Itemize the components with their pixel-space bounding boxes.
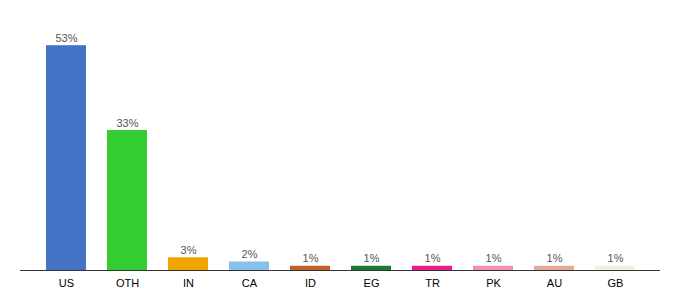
svg-text:EG: EG xyxy=(364,277,380,289)
svg-text:1%: 1% xyxy=(364,252,380,264)
svg-text:TR: TR xyxy=(425,277,440,289)
svg-text:33%: 33% xyxy=(116,117,138,129)
svg-text:PK: PK xyxy=(486,277,501,289)
svg-text:OTH: OTH xyxy=(116,277,139,289)
svg-text:53%: 53% xyxy=(55,32,77,44)
svg-text:CA: CA xyxy=(242,277,258,289)
svg-text:2%: 2% xyxy=(242,248,258,260)
svg-text:1%: 1% xyxy=(303,252,319,264)
svg-text:1%: 1% xyxy=(547,252,563,264)
svg-text:1%: 1% xyxy=(608,252,624,264)
svg-text:AU: AU xyxy=(547,277,562,289)
svg-text:1%: 1% xyxy=(425,252,441,264)
svg-text:US: US xyxy=(59,277,74,289)
svg-text:GB: GB xyxy=(608,277,624,289)
svg-text:1%: 1% xyxy=(486,252,502,264)
svg-text:IN: IN xyxy=(183,277,194,289)
svg-text:ID: ID xyxy=(305,277,316,289)
svg-text:3%: 3% xyxy=(181,244,197,256)
